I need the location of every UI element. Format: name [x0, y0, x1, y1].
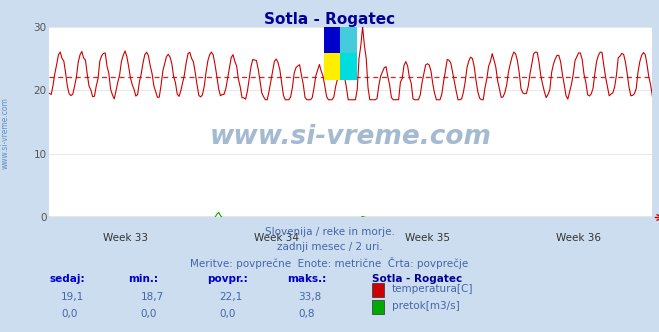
Bar	[324, 53, 340, 80]
Text: sedaj:: sedaj:	[49, 274, 85, 284]
Text: www.si-vreme.com: www.si-vreme.com	[210, 124, 492, 150]
Bar	[340, 27, 357, 53]
Text: 0,0: 0,0	[140, 309, 157, 319]
Text: www.si-vreme.com: www.si-vreme.com	[1, 97, 10, 169]
Text: min.:: min.:	[129, 274, 159, 284]
Text: povpr.:: povpr.:	[208, 274, 248, 284]
Text: 22,1: 22,1	[219, 292, 243, 302]
Text: Week 34: Week 34	[254, 233, 299, 243]
Text: Sotla - Rogatec: Sotla - Rogatec	[264, 12, 395, 27]
Text: Meritve: povprečne  Enote: metrične  Črta: povprečje: Meritve: povprečne Enote: metrične Črta:…	[190, 257, 469, 269]
Text: Slovenija / reke in morje.: Slovenija / reke in morje.	[264, 227, 395, 237]
Text: 0,8: 0,8	[299, 309, 315, 319]
Text: 19,1: 19,1	[61, 292, 84, 302]
Text: Week 35: Week 35	[405, 233, 450, 243]
Bar	[324, 27, 340, 53]
Text: 0,0: 0,0	[219, 309, 236, 319]
Text: Week 36: Week 36	[556, 233, 601, 243]
Text: temperatura[C]: temperatura[C]	[392, 284, 474, 293]
Text: Sotla - Rogatec: Sotla - Rogatec	[372, 274, 463, 284]
Text: pretok[m3/s]: pretok[m3/s]	[392, 301, 460, 311]
Text: Week 33: Week 33	[103, 233, 148, 243]
Text: 0,0: 0,0	[61, 309, 78, 319]
Bar	[340, 53, 357, 80]
Text: 18,7: 18,7	[140, 292, 163, 302]
Text: maks.:: maks.:	[287, 274, 326, 284]
Text: 33,8: 33,8	[299, 292, 322, 302]
Text: zadnji mesec / 2 uri.: zadnji mesec / 2 uri.	[277, 242, 382, 252]
